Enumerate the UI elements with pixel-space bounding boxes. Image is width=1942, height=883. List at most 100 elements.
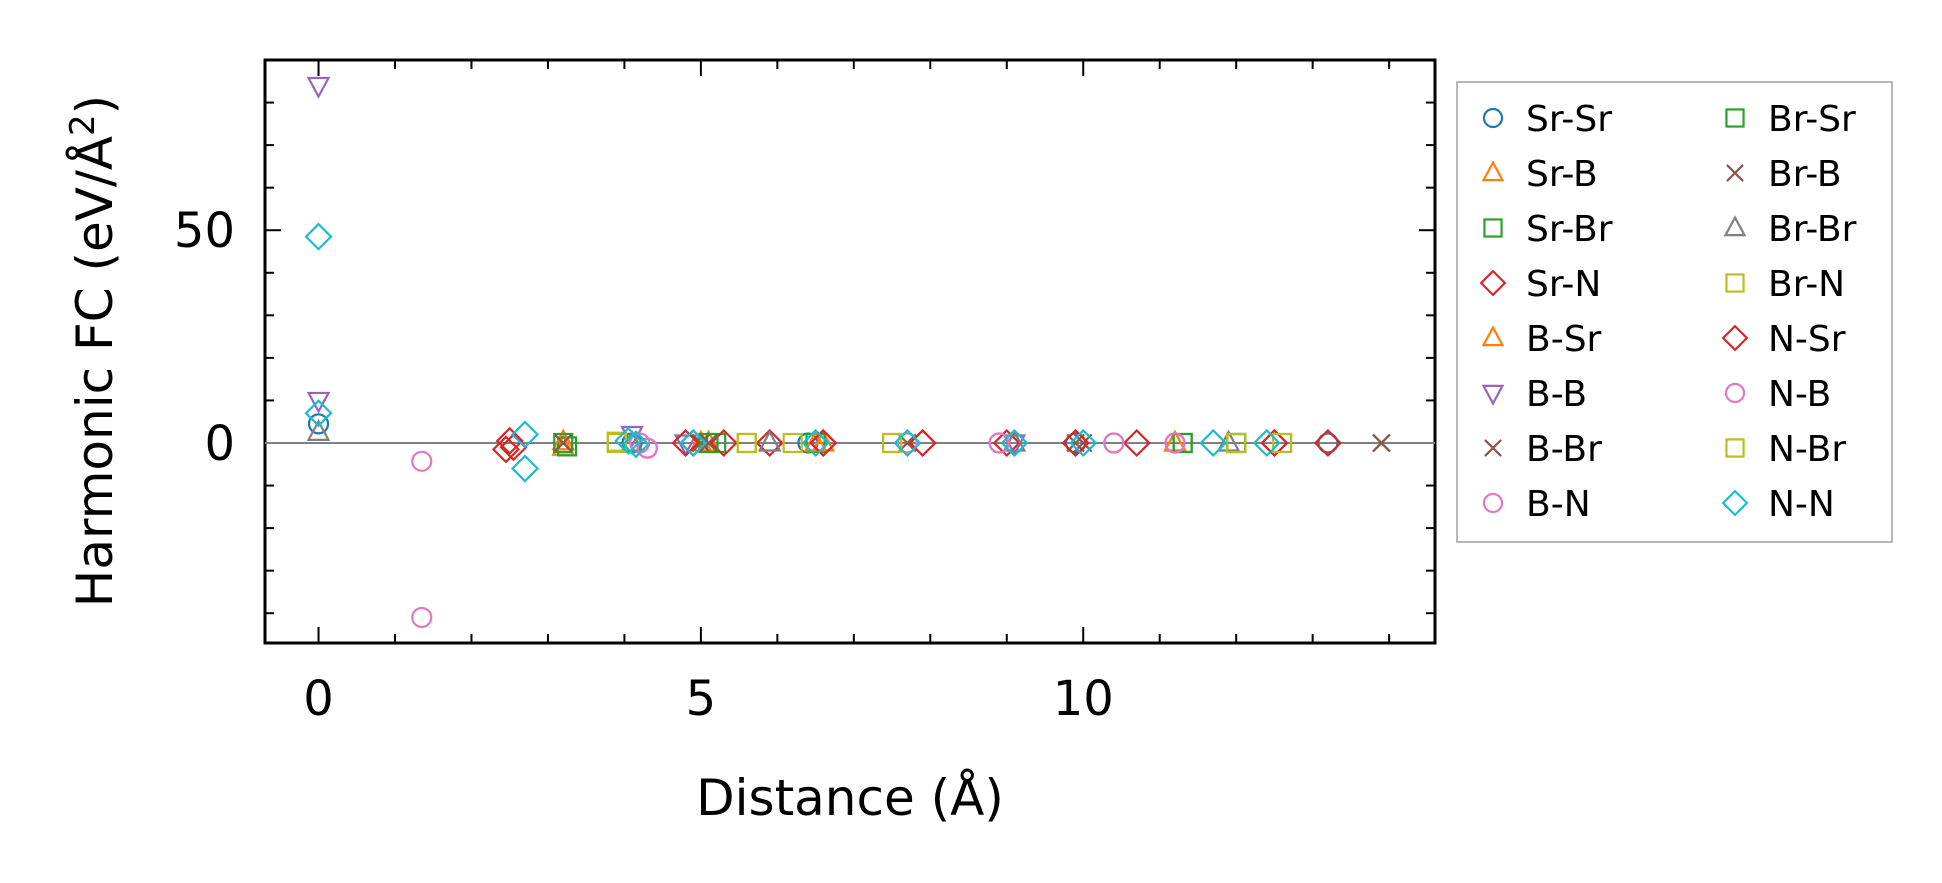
legend-item: N-Sr	[1721, 319, 1846, 360]
series-n-n	[304, 222, 1281, 483]
y-tick-label: 0	[204, 416, 235, 472]
legend-marker	[1725, 108, 1745, 128]
legend-label: N-B	[1768, 374, 1831, 415]
data-point	[510, 454, 540, 483]
legend-label: B-Br	[1526, 429, 1602, 470]
legend-label: Sr-Br	[1526, 209, 1613, 250]
data-point	[671, 428, 700, 458]
legend-item: N-Br	[1725, 429, 1846, 470]
y-axis-label-end: )	[66, 95, 124, 115]
x-tick-label: 0	[303, 671, 334, 727]
data-point	[1122, 428, 1151, 458]
legend-label: Br-Br	[1768, 209, 1857, 250]
legend-marker	[1481, 160, 1505, 182]
data-point	[801, 428, 830, 458]
data-point	[1064, 432, 1087, 454]
legend-label: N-Br	[1768, 429, 1846, 470]
legend-label: N-N	[1768, 484, 1835, 525]
legend-marker	[1482, 107, 1504, 129]
legend-label: Br-N	[1768, 264, 1845, 305]
legend-marker	[1479, 269, 1507, 297]
data-point	[636, 437, 658, 459]
data-point	[757, 429, 782, 452]
data-point	[495, 426, 524, 455]
data-point	[736, 432, 757, 454]
legend-label: Br-Sr	[1768, 99, 1856, 140]
plot-area	[263, 58, 1437, 645]
data-point	[1271, 432, 1293, 454]
data-point	[893, 428, 922, 458]
y-axis-label-sup: 2	[63, 114, 103, 136]
data-point	[1103, 432, 1125, 454]
data-point	[1199, 428, 1228, 458]
data-point	[1372, 433, 1391, 453]
legend-item: Br-N	[1725, 264, 1845, 305]
data-point	[673, 434, 698, 457]
legend-label: B-N	[1526, 484, 1591, 525]
data-points	[304, 76, 1391, 629]
data-point	[1061, 428, 1090, 458]
series-b-b	[306, 76, 1027, 457]
legend-label: Sr-N	[1526, 264, 1601, 305]
data-point	[896, 432, 918, 454]
data-point	[709, 428, 738, 458]
legend-item: N-B	[1724, 374, 1831, 415]
data-point	[699, 433, 718, 453]
legend-label: Sr-B	[1526, 154, 1598, 195]
data-point	[306, 419, 331, 441]
data-point	[881, 432, 903, 454]
legend-items: Sr-Sr Sr-B Sr-Br Sr-N B-Sr B-B B-Br B-N Br-Sr Br-…	[1479, 99, 1857, 525]
data-point	[691, 433, 711, 453]
legend-marker	[1484, 439, 1502, 457]
legend-item: Sr-B	[1481, 154, 1598, 195]
data-point	[306, 391, 331, 414]
data-point	[679, 428, 708, 458]
legend-label: B-Sr	[1526, 319, 1602, 360]
legend-label: Sr-Sr	[1526, 99, 1612, 140]
legend-marker	[1481, 325, 1505, 347]
tick-labels: 0 5 10 0 50	[174, 203, 1114, 727]
data-point	[1163, 429, 1187, 452]
x-tick-label: 5	[686, 671, 717, 727]
legend: Sr-Sr Sr-B Sr-Br Sr-N B-Sr B-B B-Br B-N Br-Sr Br-…	[1456, 81, 1893, 543]
legend-marker	[1723, 215, 1747, 237]
y-tick-label: 50	[174, 203, 235, 259]
legend-marker	[1724, 382, 1746, 404]
legend-label: N-Sr	[1768, 319, 1846, 360]
data-point	[992, 428, 1021, 458]
major-ticks	[265, 60, 1435, 643]
legend-frame	[1456, 81, 1893, 543]
legend-marker	[1481, 384, 1505, 406]
x-tick-label: 10	[1053, 671, 1114, 727]
data-point	[1313, 428, 1342, 458]
legend-item: B-Sr	[1481, 319, 1602, 360]
y-axis-label-main: Harmonic FC (eV/Å	[66, 136, 124, 607]
data-point	[553, 433, 573, 453]
data-point	[304, 399, 333, 428]
legend-item: Sr-Sr	[1482, 99, 1612, 140]
legend-marker	[1725, 273, 1745, 293]
data-point	[510, 420, 540, 449]
data-point	[1252, 428, 1281, 458]
legend-item: Br-Sr	[1725, 99, 1856, 140]
legend-marker	[1721, 324, 1749, 352]
series-b-n	[411, 432, 1186, 629]
legend-item: Sr-N	[1479, 264, 1601, 305]
data-point	[803, 429, 828, 452]
legend-label: Br-B	[1768, 154, 1842, 195]
data-point	[551, 428, 576, 451]
data-point	[1260, 428, 1289, 458]
y-axis-label: Harmonic FC (eV/Å2)	[63, 95, 124, 607]
x-axis-label: Distance (Å)	[696, 769, 1004, 827]
series-n-b	[636, 432, 1186, 459]
data-point	[411, 606, 433, 629]
data-point	[1000, 428, 1029, 458]
data-point	[755, 428, 784, 458]
data-point	[1317, 432, 1339, 454]
legend-item: Sr-Br	[1483, 209, 1613, 250]
legend-item: B-N	[1482, 484, 1591, 525]
legend-marker	[1721, 489, 1749, 517]
data-point	[306, 76, 331, 99]
legend-marker	[1726, 164, 1744, 182]
